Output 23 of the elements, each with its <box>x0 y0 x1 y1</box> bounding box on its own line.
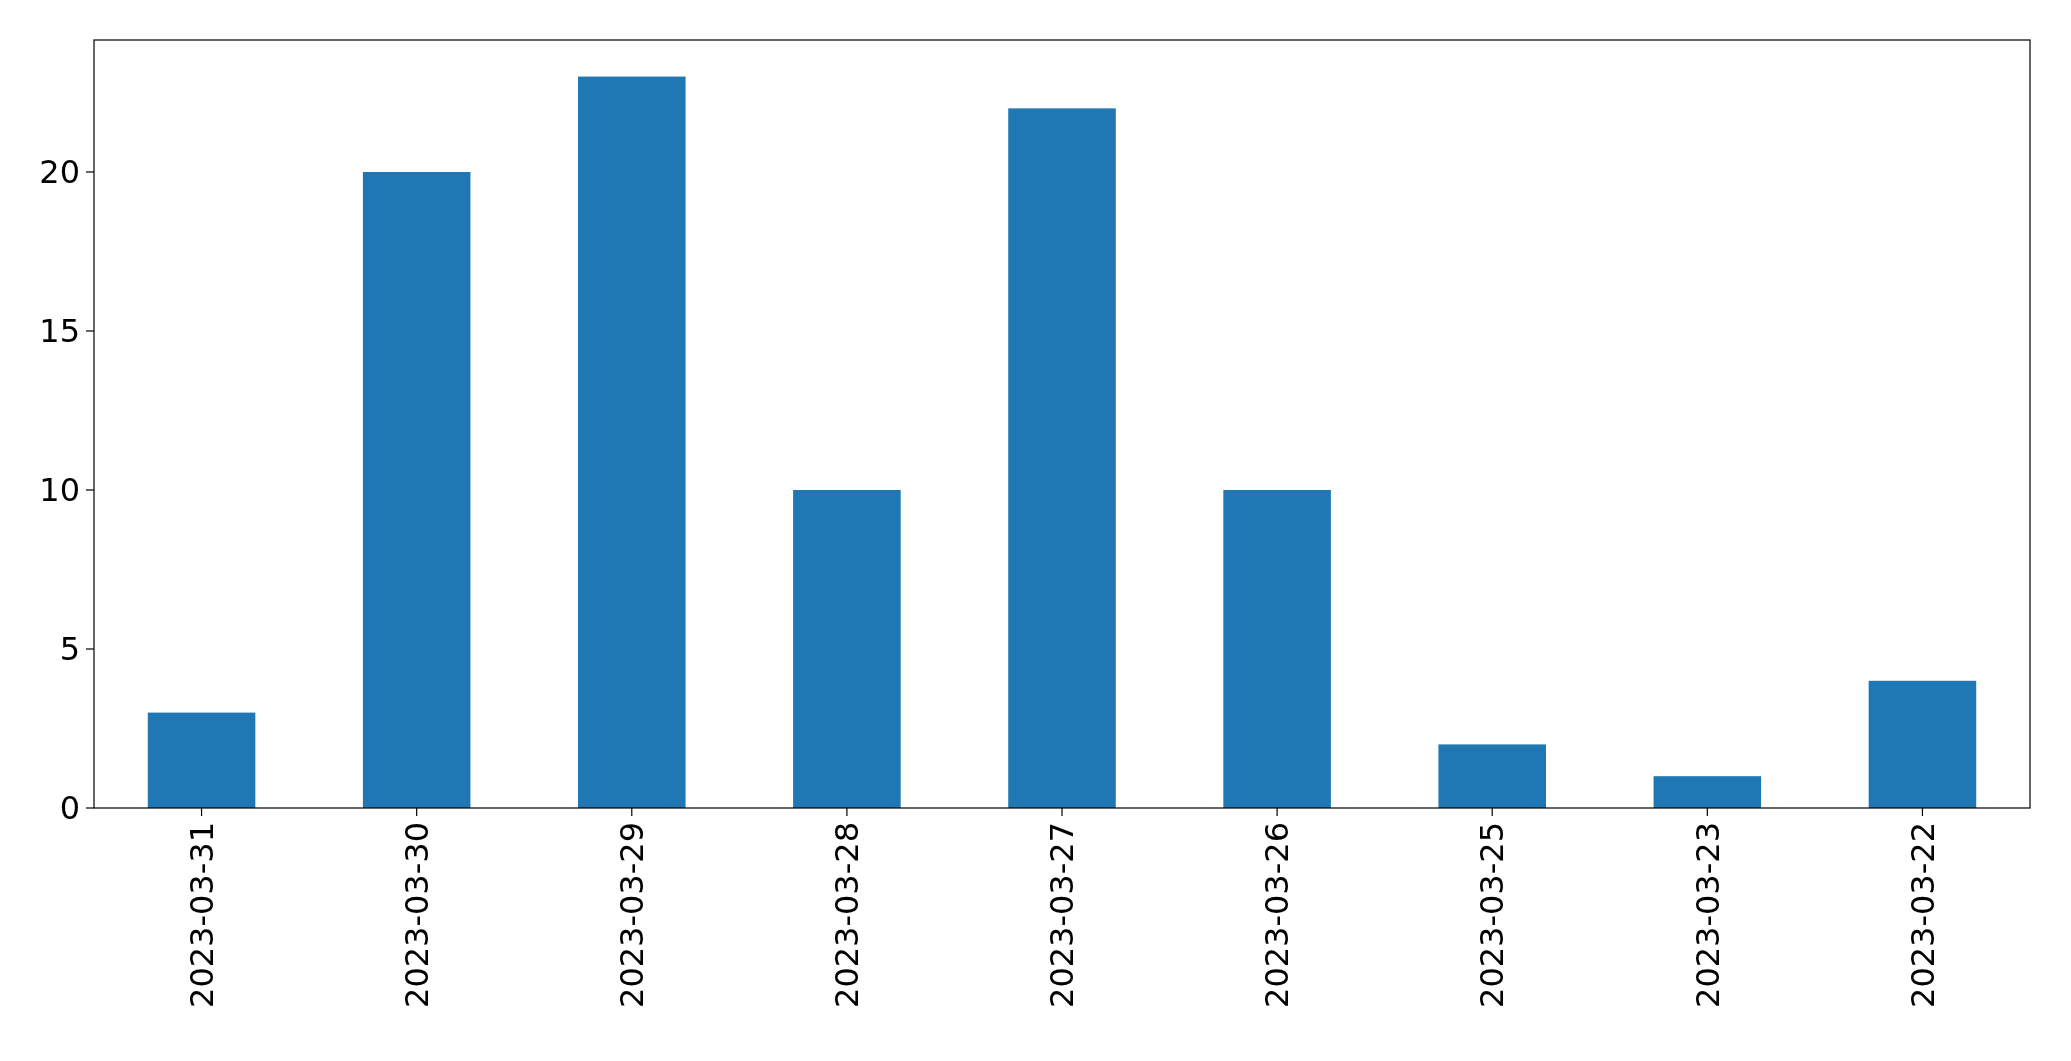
x-tick-label: 2023-03-26 <box>1258 822 1297 1008</box>
bar <box>1223 489 1331 808</box>
y-tick-label: 15 <box>39 312 80 351</box>
x-tick-label: 2023-03-22 <box>1903 822 1942 1008</box>
bar <box>1008 108 1116 808</box>
x-tick-label: 2023-03-23 <box>1688 822 1727 1008</box>
bar <box>578 76 686 808</box>
x-tick-label: 2023-03-31 <box>182 822 221 1008</box>
x-tick-label: 2023-03-28 <box>828 822 867 1008</box>
x-tick-label: 2023-03-29 <box>612 822 651 1008</box>
x-tick-label: 2023-03-27 <box>1043 822 1082 1008</box>
y-tick-label: 10 <box>39 471 80 510</box>
bar <box>1438 744 1546 808</box>
bar <box>1653 776 1762 808</box>
bar <box>1868 680 1977 808</box>
bar <box>147 712 256 808</box>
bar <box>362 171 471 808</box>
x-tick-label: 2023-03-30 <box>397 822 436 1008</box>
bar <box>793 489 901 808</box>
x-tick-label: 2023-03-25 <box>1473 822 1512 1008</box>
y-tick-label: 20 <box>39 153 80 192</box>
y-tick-label: 5 <box>59 630 80 669</box>
y-tick-label: 0 <box>59 789 80 828</box>
